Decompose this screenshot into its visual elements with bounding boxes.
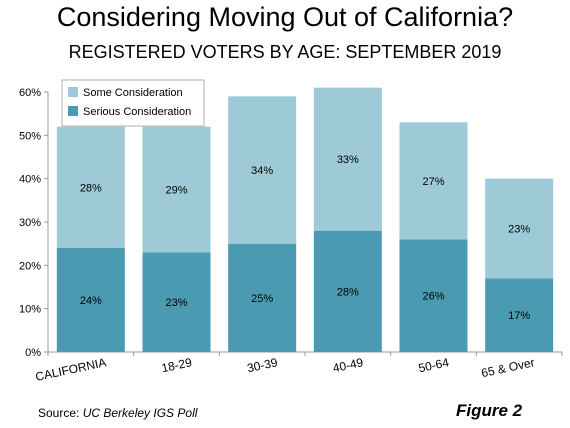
y-tick-label: 30% bbox=[19, 217, 41, 229]
bar-serious bbox=[399, 239, 468, 352]
bar-some bbox=[228, 96, 297, 244]
data-label-some: 34% bbox=[251, 165, 273, 177]
chart-subtitle: REGISTERED VOTERS BY AGE: SEPTEMBER 2019 bbox=[68, 42, 502, 62]
bar-serious bbox=[228, 243, 297, 352]
x-tick-label: 18-29 bbox=[160, 355, 193, 375]
legend-box bbox=[61, 79, 205, 127]
data-label-serious: 24% bbox=[80, 295, 102, 307]
data-label-serious: 26% bbox=[422, 291, 444, 303]
bar-some bbox=[485, 178, 554, 279]
y-tick-label: 50% bbox=[19, 130, 41, 142]
y-tick-label: 60% bbox=[19, 87, 41, 99]
y-tick-label: 40% bbox=[19, 174, 41, 186]
bar-some bbox=[56, 126, 125, 248]
x-tick-label: 65 & Over bbox=[480, 355, 536, 380]
bar-some bbox=[399, 122, 468, 240]
bar-some bbox=[313, 87, 382, 231]
bar-serious bbox=[313, 230, 382, 352]
legend-swatch-some bbox=[68, 87, 78, 97]
figure-label: Figure 2 bbox=[456, 401, 523, 420]
data-label-some: 29% bbox=[165, 185, 187, 197]
bar-serious bbox=[485, 278, 554, 352]
x-tick-label: 30-39 bbox=[246, 355, 279, 375]
data-label-serious: 25% bbox=[251, 293, 273, 305]
source-prefix: Source: bbox=[38, 406, 83, 420]
data-label-some: 33% bbox=[337, 154, 359, 166]
data-label-some: 27% bbox=[422, 176, 444, 188]
bar-some bbox=[142, 126, 211, 253]
source-note: Source: UC Berkeley IGS Poll bbox=[38, 406, 197, 420]
y-tick-label: 10% bbox=[19, 304, 41, 316]
bar-serious bbox=[56, 248, 125, 352]
bar-serious bbox=[142, 252, 211, 352]
chart-title: Considering Moving Out of California? bbox=[56, 2, 514, 32]
x-tick-label: CALIFORNIA bbox=[34, 355, 107, 384]
data-label-serious: 23% bbox=[165, 297, 187, 309]
data-label-serious: 28% bbox=[337, 286, 359, 298]
x-tick-label: 40-49 bbox=[332, 355, 365, 375]
legend-label-serious: Serious Consideration bbox=[83, 106, 191, 118]
legend-swatch-serious bbox=[68, 106, 78, 116]
data-label-some: 23% bbox=[508, 224, 530, 236]
y-tick-label: 20% bbox=[19, 260, 41, 272]
y-tick-label: 0% bbox=[25, 347, 41, 359]
data-label-some: 28% bbox=[80, 182, 102, 194]
data-label-serious: 17% bbox=[508, 310, 530, 322]
x-tick-label: 50-64 bbox=[417, 355, 450, 375]
legend-label-some: Some Consideration bbox=[83, 87, 183, 99]
source-name: UC Berkeley IGS Poll bbox=[82, 406, 198, 420]
